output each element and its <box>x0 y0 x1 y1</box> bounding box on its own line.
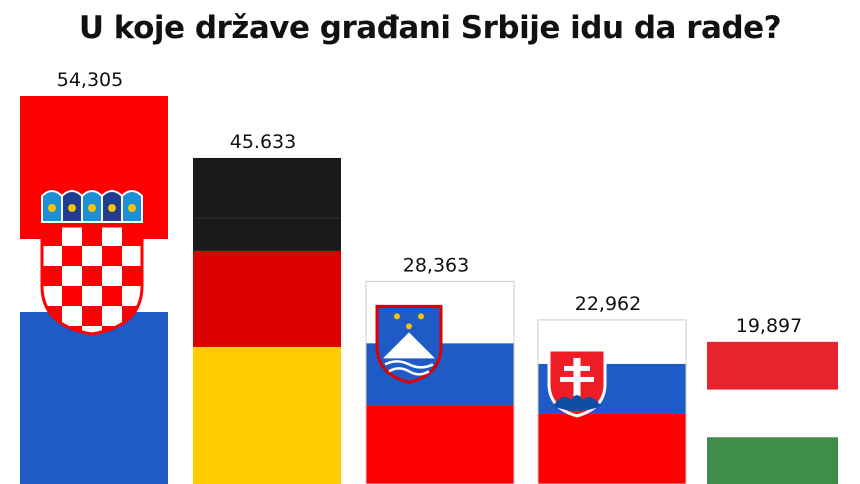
bar-hungary-flag <box>707 341 838 484</box>
slovenia-coat-of-arms-icon <box>375 304 443 384</box>
slovakia-coat-of-arms-icon <box>547 348 607 418</box>
slovenia-flag-stripe-3 <box>366 405 514 484</box>
bar-germany-flag <box>193 157 341 484</box>
germany-flag-stripe-3 <box>193 346 341 484</box>
value-label-slovakia-flag: 22,962 <box>575 293 641 315</box>
value-labels-group: 54,305 45.633 28,363 22,962 19,897 <box>57 69 802 337</box>
value-label-hungary-flag: 19,897 <box>736 315 802 337</box>
germany-flag-stripe-2 <box>193 250 341 347</box>
slovakia-flag-stripe-3 <box>538 413 686 484</box>
croatia-coat-of-arms-icon <box>40 190 144 336</box>
hungary-flag-stripe-2 <box>707 389 838 438</box>
value-label-slovenia-flag: 28,363 <box>403 254 469 276</box>
value-label-croatia-flag: 54,305 <box>57 69 123 91</box>
germany-flag-stripe-1 <box>193 157 341 251</box>
bar-slovakia-flag <box>537 319 687 484</box>
value-label-germany-flag: 45.633 <box>230 131 296 153</box>
hungary-flag-stripe-3 <box>707 437 838 484</box>
hungary-flag-stripe-1 <box>707 341 838 391</box>
bars-group <box>20 96 838 484</box>
bar-slovenia-flag <box>365 280 515 484</box>
chart-title: U koje države građani Srbije idu da rade… <box>78 10 782 46</box>
bar-croatia-flag <box>20 96 168 484</box>
croatia-flag-stripe-3 <box>20 312 168 484</box>
